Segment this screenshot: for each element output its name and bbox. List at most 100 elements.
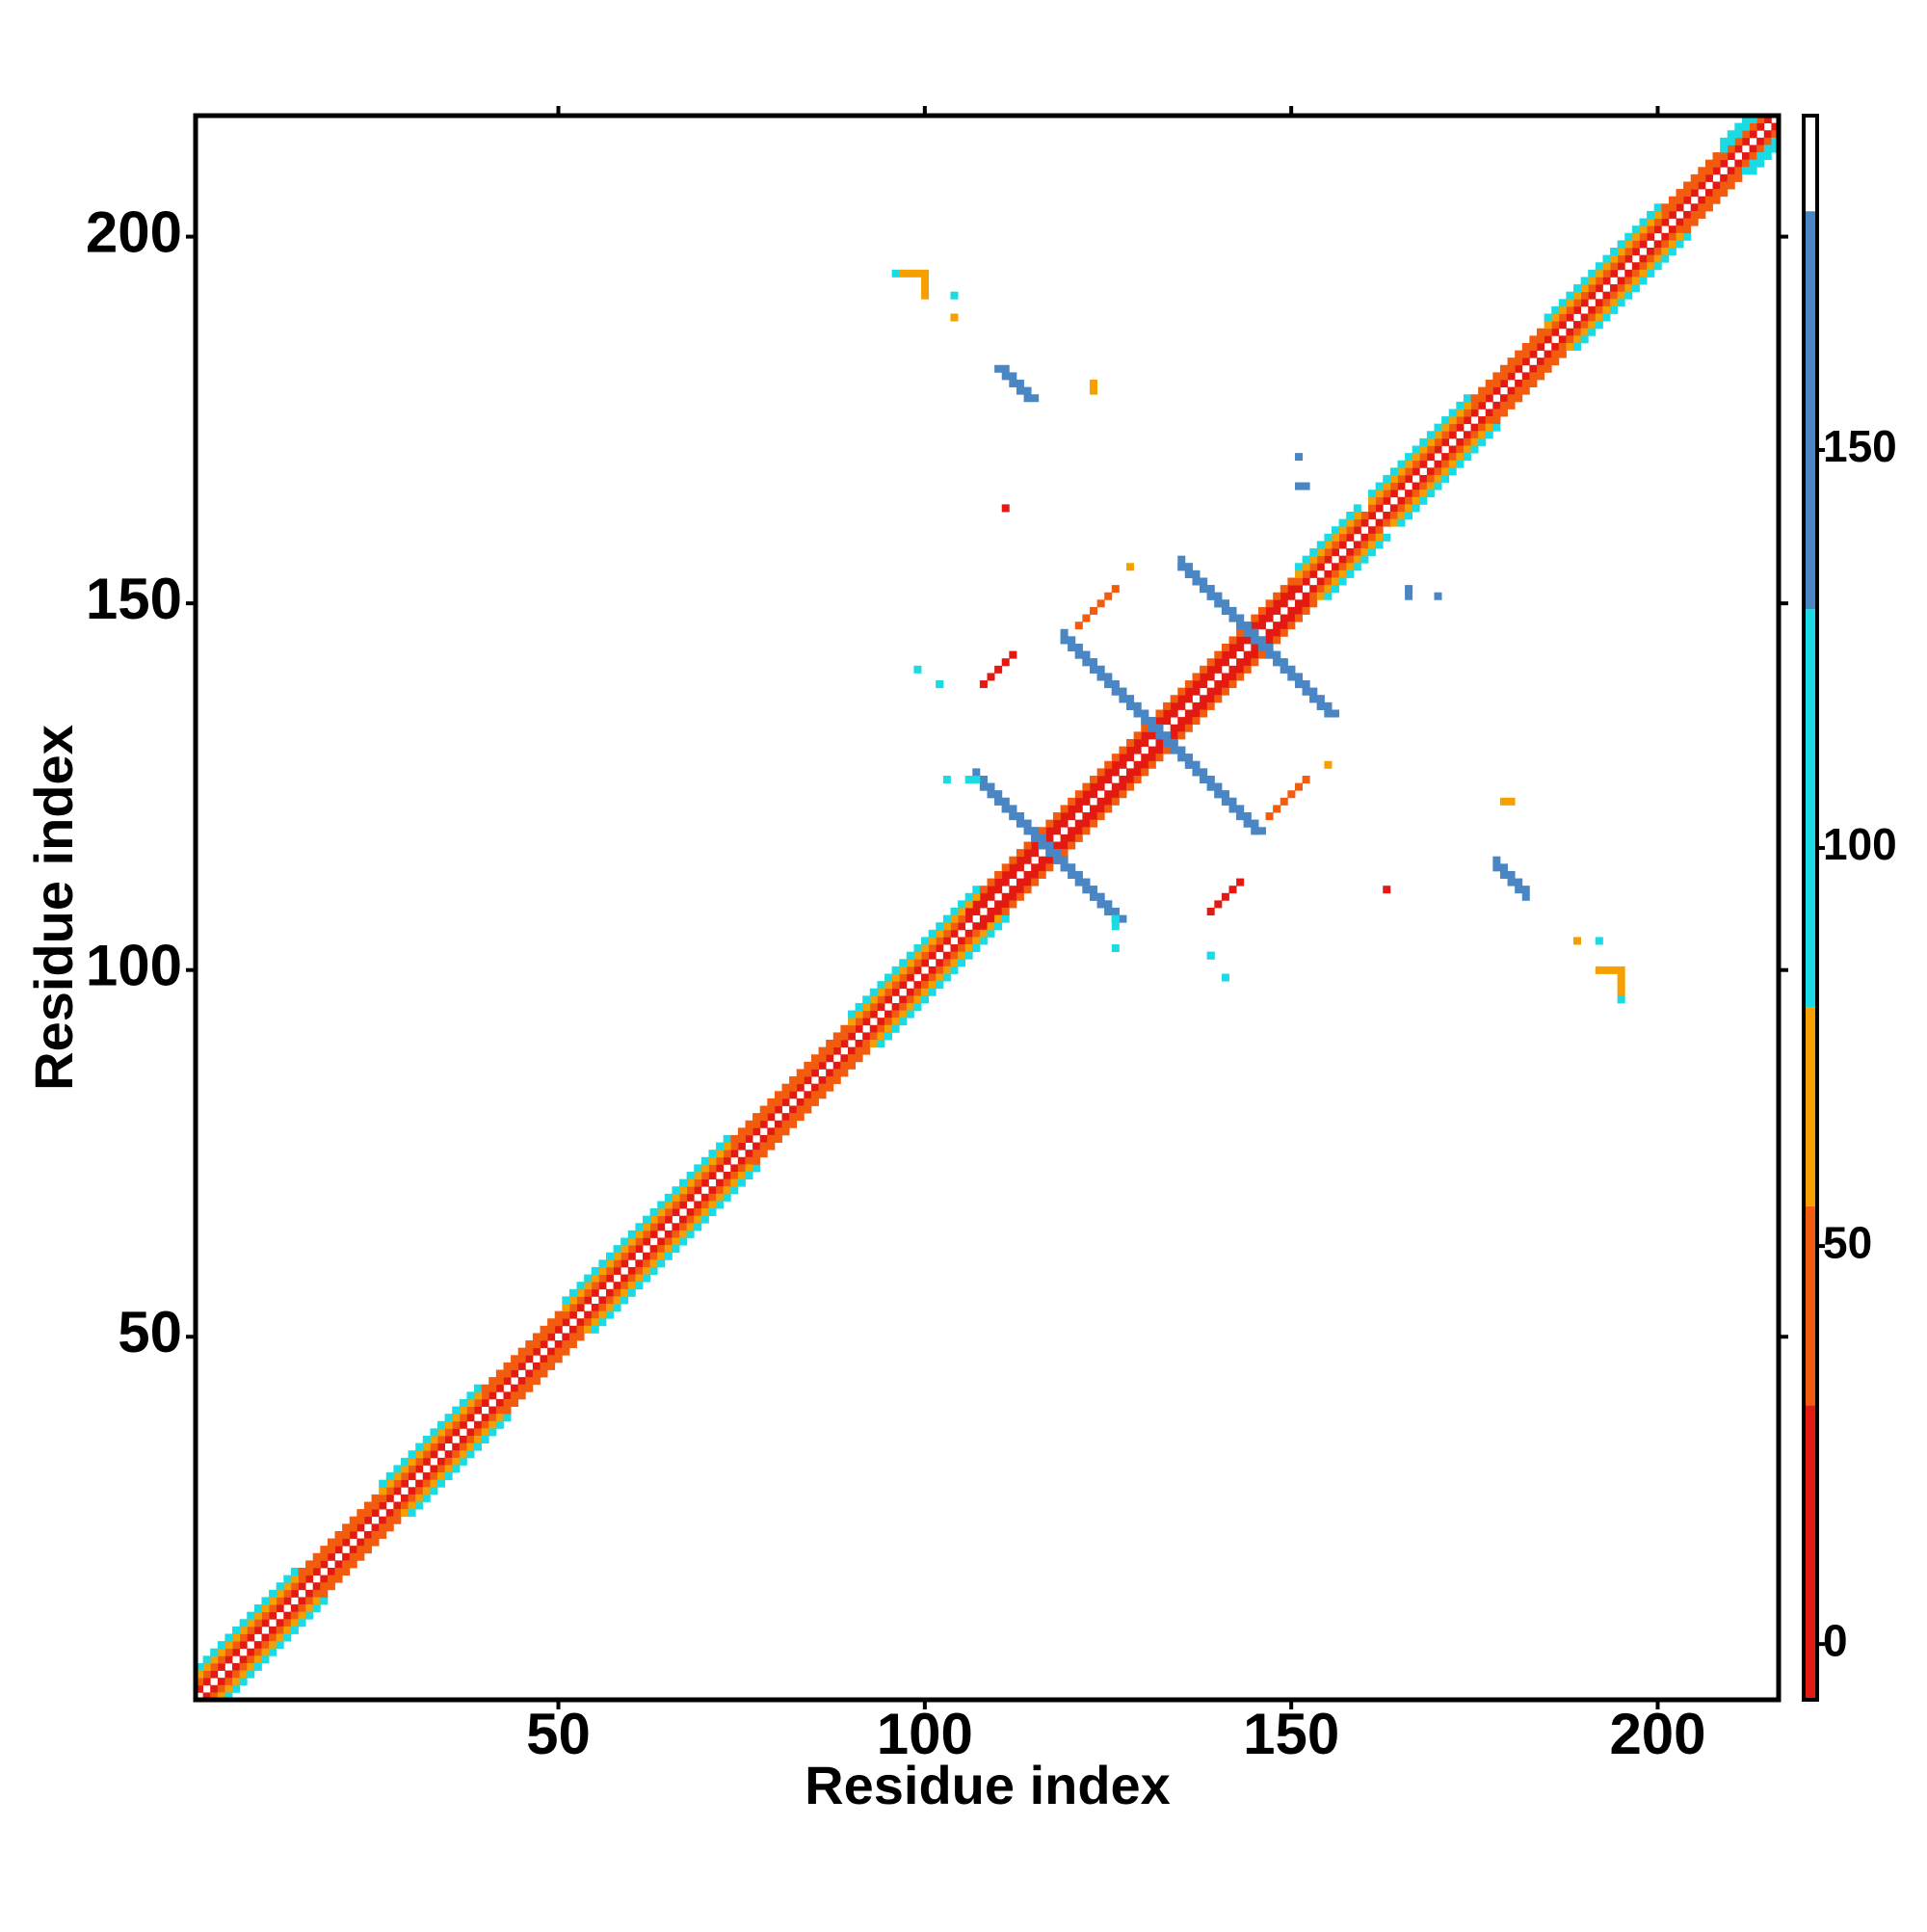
contact-cell — [1251, 628, 1259, 637]
contact-cell — [627, 1288, 636, 1297]
contact-cell — [1243, 650, 1252, 659]
contact-cell — [1177, 555, 1186, 564]
contact-cell — [767, 1142, 776, 1151]
contact-cell — [694, 1201, 702, 1209]
contact-cell — [964, 892, 973, 901]
contact-cell — [554, 1310, 563, 1319]
contact-cell — [1602, 966, 1611, 974]
contact-cell — [1265, 599, 1274, 608]
contact-cell — [1309, 695, 1318, 703]
contact-cell — [855, 1002, 863, 1011]
contact-cell — [906, 966, 914, 974]
contact-cell — [642, 1237, 651, 1246]
contact-cell — [759, 1120, 768, 1128]
contact-cell — [664, 1193, 673, 1202]
contact-cell — [987, 914, 995, 923]
contact-cell — [847, 1046, 856, 1055]
contact-cell — [1294, 673, 1303, 681]
contact-cell — [1089, 805, 1097, 813]
contact-cell — [1089, 658, 1097, 667]
contact-cell — [1200, 665, 1208, 674]
contact-cell — [1009, 863, 1017, 872]
contact-cell — [1624, 248, 1633, 256]
contact-cell — [1683, 196, 1692, 204]
contact-cell — [1624, 232, 1633, 241]
contact-cell — [1214, 687, 1223, 696]
contact-cell — [1082, 658, 1091, 667]
contact-cell — [1558, 321, 1567, 330]
contact-cell — [1119, 687, 1127, 696]
contact-cell — [810, 1069, 819, 1077]
contact-cell — [466, 1442, 475, 1451]
contact-cell — [253, 1648, 262, 1656]
contact-cell — [891, 973, 900, 982]
contact-cell — [1412, 490, 1420, 498]
contact-cell — [1309, 585, 1318, 594]
contact-cell — [642, 1266, 651, 1275]
contact-cell — [752, 1127, 761, 1136]
contact-cell — [1133, 768, 1142, 777]
contact-cell — [1280, 665, 1288, 674]
contact-cell — [972, 768, 981, 777]
contact-cell — [437, 1465, 446, 1473]
contact-cell — [913, 944, 922, 953]
contact-cell — [474, 1442, 483, 1451]
contact-cell — [1177, 724, 1186, 732]
contact-cell — [1280, 599, 1288, 608]
contact-cell — [635, 1230, 644, 1238]
contact-cell — [1617, 262, 1625, 271]
contact-cell — [679, 1237, 688, 1246]
contact-cell — [349, 1516, 357, 1524]
contact-cell — [371, 1501, 380, 1510]
contact-cell — [1617, 966, 1625, 974]
contact-cell — [928, 944, 937, 953]
contact-cell — [1727, 181, 1735, 190]
contact-cell — [568, 1333, 577, 1341]
contact-cell — [994, 922, 1003, 931]
contact-cell — [1544, 364, 1552, 373]
contact-cell — [1177, 754, 1186, 762]
contact-cell — [239, 1641, 248, 1650]
contact-cell — [928, 937, 937, 945]
contact-cell — [1668, 248, 1676, 256]
contact-cell — [832, 1069, 841, 1077]
contact-cell — [884, 973, 893, 982]
contact-cell — [1111, 782, 1120, 791]
contact-cell — [1478, 401, 1487, 410]
contact-cell — [1734, 167, 1743, 175]
contact-cell — [1647, 269, 1655, 278]
contact-cell — [1434, 460, 1442, 468]
contact-cell — [1206, 673, 1215, 681]
contact-cell — [716, 1142, 725, 1151]
contact-cell — [1324, 760, 1333, 769]
contact-cell — [1104, 790, 1113, 799]
contact-cell — [1485, 386, 1493, 395]
contact-cell — [1573, 937, 1582, 945]
contact-cell — [1060, 856, 1069, 864]
contact-cell — [1170, 701, 1178, 710]
contact-cell — [972, 900, 981, 909]
contact-cell — [1507, 878, 1516, 887]
contact-cell — [899, 269, 908, 278]
contact-cell — [1515, 357, 1523, 366]
contact-cell — [1060, 841, 1069, 850]
contact-cell — [730, 1134, 739, 1143]
contact-cell — [1302, 592, 1310, 600]
contact-cell — [224, 1670, 233, 1679]
contact-cell — [562, 1310, 570, 1319]
contact-cell — [1068, 797, 1076, 806]
contact-cell — [1294, 453, 1303, 462]
contact-cell — [1228, 665, 1237, 674]
contact-cell — [1324, 577, 1333, 586]
contact-cell — [1375, 518, 1384, 527]
contact-cell — [1324, 548, 1333, 557]
contact-cell — [1243, 636, 1252, 645]
contact-cell — [950, 922, 959, 931]
contact-cell — [356, 1509, 365, 1518]
contact-cell — [239, 1670, 248, 1679]
contact-cell — [1251, 827, 1259, 835]
contact-cell — [1236, 628, 1245, 637]
contact-cell — [503, 1369, 512, 1378]
contact-cell — [1309, 592, 1318, 600]
contact-cell — [928, 981, 937, 990]
